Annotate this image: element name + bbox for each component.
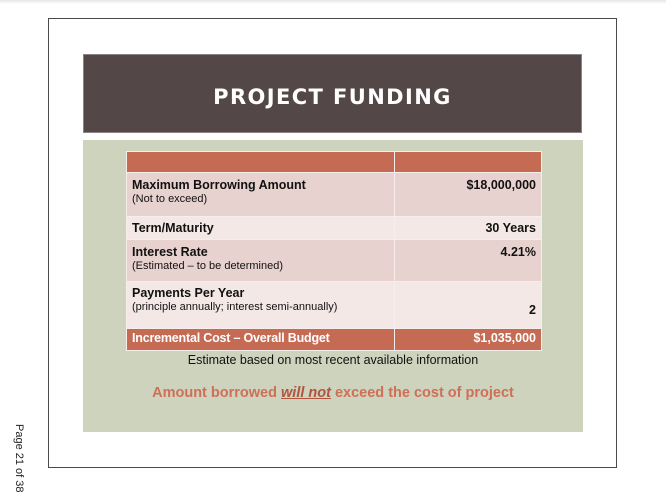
page-top-edge: [0, 0, 666, 4]
table-row: Payments Per Year (principle annually; i…: [126, 281, 542, 329]
table-row: Term/Maturity 30 Years: [126, 216, 542, 240]
row-sublabel: (principle annually; interest semi-annua…: [132, 301, 338, 313]
statement-underlined: will not: [281, 385, 331, 401]
estimate-note: Estimate based on most recent available …: [187, 353, 479, 367]
row-value: 4.21%: [394, 239, 542, 282]
footer-label: Incremental Cost – Overall Budget: [132, 331, 330, 345]
row-label-cell: Payments Per Year (principle annually; i…: [126, 281, 395, 329]
statement-end: exceed the cost of project: [330, 385, 514, 401]
row-sublabel: (Not to exceed): [132, 193, 208, 205]
row-label-cell: Maximum Borrowing Amount (Not to exceed): [126, 172, 395, 217]
table-footer-row: Incremental Cost – Overall Budget $1,035…: [126, 328, 542, 351]
slide-title-bar: PROJECT FUNDING: [83, 54, 582, 133]
table-header-row: [126, 151, 542, 173]
header-cell-value: [394, 151, 542, 173]
row-value: 30 Years: [394, 216, 542, 240]
row-value: $18,000,000: [394, 172, 542, 217]
page-number-label: Page 21 of 38: [13, 424, 25, 493]
row-label: Term/Maturity: [132, 221, 214, 235]
footer-value: $1,035,000: [394, 328, 542, 351]
borrowing-limit-statement: Amount borrowed will not exceed the cost…: [83, 385, 583, 401]
row-label-cell: Interest Rate (Estimated – to be determi…: [126, 239, 395, 282]
footer-label-cell: Incremental Cost – Overall Budget: [126, 328, 395, 351]
table-row: Interest Rate (Estimated – to be determi…: [126, 239, 542, 282]
row-sublabel: (Estimated – to be determined): [132, 260, 284, 272]
row-label-cell: Term/Maturity: [126, 216, 395, 240]
row-value: 2: [394, 281, 542, 329]
statement-start: Amount borrowed: [152, 385, 282, 401]
header-cell-label: [126, 151, 395, 173]
slide-title: PROJECT FUNDING: [213, 84, 452, 109]
row-label: Maximum Borrowing Amount: [132, 178, 306, 192]
funding-table: Maximum Borrowing Amount (Not to exceed)…: [126, 151, 542, 351]
table-row: Maximum Borrowing Amount (Not to exceed)…: [126, 172, 542, 217]
row-label: Payments Per Year: [132, 286, 245, 300]
row-label: Interest Rate: [132, 245, 208, 259]
